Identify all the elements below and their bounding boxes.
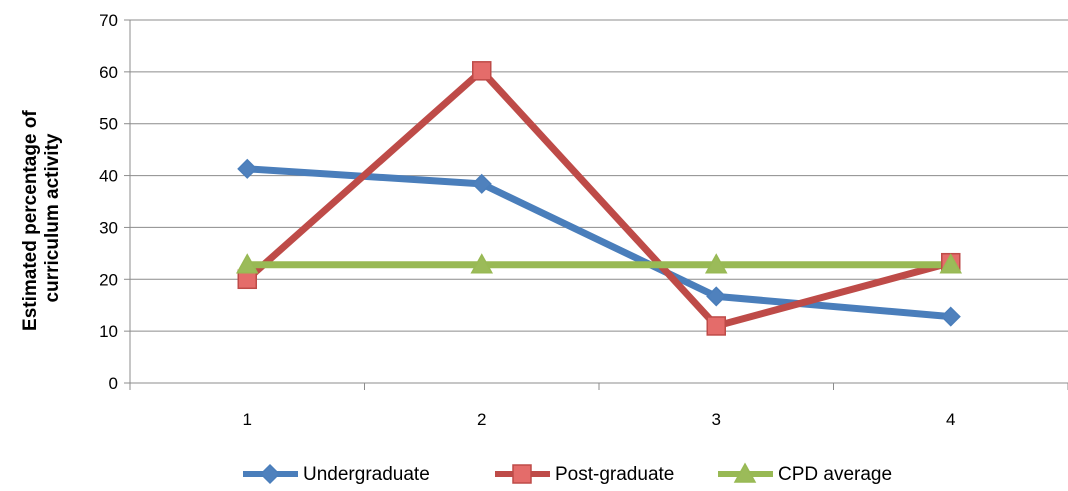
legend-swatch-marker-post-graduate	[512, 464, 532, 484]
point-undergraduate-3	[706, 286, 727, 307]
point-cpd-average-1	[235, 253, 259, 274]
y-tick-label-10: 10	[99, 322, 118, 341]
legend-label-post-graduate: Post-graduate	[555, 464, 674, 485]
y-tick-label-60: 60	[99, 63, 118, 82]
point-undergraduate-2	[471, 173, 492, 194]
y-axis-title-line-1: Estimated percentage of	[20, 110, 41, 331]
series-post-graduate	[243, 67, 955, 330]
legend-label-undergraduate: Undergraduate	[303, 464, 430, 485]
point-cpd-average-4	[939, 253, 963, 274]
point-cpd-average-2	[470, 253, 494, 274]
legend-swatch-marker-cpd-average	[733, 462, 757, 483]
series-markers-post-graduate	[237, 61, 961, 336]
x-tick-label-3: 3	[712, 410, 721, 429]
gridlines	[130, 19, 1068, 332]
point-post-graduate-2	[472, 61, 492, 81]
series-lines	[235, 61, 963, 336]
series-markers-undergraduate	[237, 158, 961, 327]
tick-labels: 0 10 20 30 40 50 60 70 1 2 3 4	[99, 11, 955, 429]
x-tick-label-4: 4	[946, 410, 955, 429]
legend-item-post-graduate: Post-graduate	[495, 464, 674, 485]
y-tick-label-40: 40	[99, 167, 118, 186]
series-markers-cpd-average	[235, 253, 963, 274]
legend-label-cpd-average: CPD average	[778, 464, 892, 485]
y-tick-label-30: 30	[99, 218, 118, 237]
legend-item-cpd-average: CPD average	[718, 462, 892, 485]
y-tick-label-70: 70	[99, 11, 118, 30]
point-undergraduate-1	[237, 158, 258, 179]
axes	[124, 19, 1068, 390]
point-cpd-average-3	[704, 253, 728, 274]
legend-swatch-marker-undergraduate	[259, 463, 281, 485]
series-line-post-graduate	[243, 67, 955, 330]
point-post-graduate-3	[706, 316, 726, 336]
y-axis-title: Estimated percentage of curriculum activ…	[20, 105, 63, 331]
x-tick-label-2: 2	[477, 410, 486, 429]
y-tick-label-50: 50	[99, 115, 118, 134]
y-axis-title-line-2: curriculum activity	[42, 133, 63, 302]
x-tick-label-1: 1	[243, 410, 252, 429]
y-tick-label-20: 20	[99, 270, 118, 289]
point-undergraduate-4	[940, 306, 961, 327]
y-tick-label-0: 0	[109, 374, 118, 393]
legend: Undergraduate Post-graduate CPD average	[243, 462, 892, 485]
legend-item-undergraduate: Undergraduate	[243, 463, 430, 485]
